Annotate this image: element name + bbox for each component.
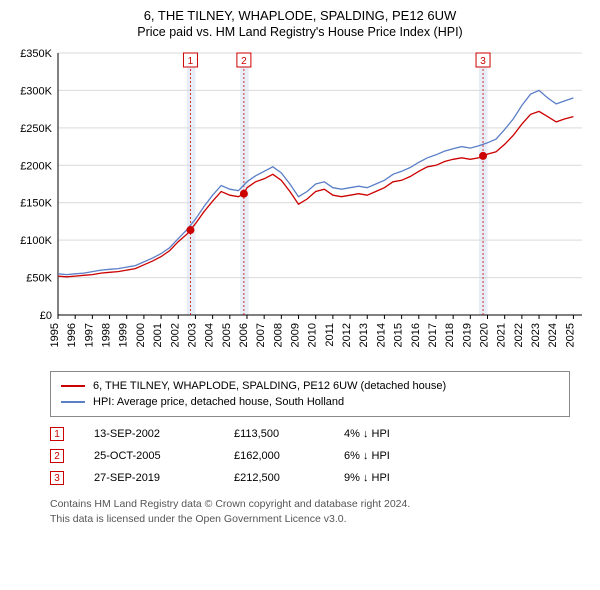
- legend-label-hpi: HPI: Average price, detached house, Sout…: [93, 396, 344, 408]
- footer-line1: Contains HM Land Registry data © Crown c…: [50, 497, 570, 512]
- svg-text:2019: 2019: [461, 323, 473, 347]
- title-block: 6, THE TILNEY, WHAPLODE, SPALDING, PE12 …: [10, 8, 590, 39]
- svg-text:2017: 2017: [427, 323, 439, 347]
- svg-text:£350K: £350K: [20, 48, 52, 60]
- svg-text:£50K: £50K: [26, 273, 52, 285]
- legend-label-property: 6, THE TILNEY, WHAPLODE, SPALDING, PE12 …: [93, 380, 446, 392]
- footer: Contains HM Land Registry data © Crown c…: [50, 497, 570, 526]
- svg-text:2020: 2020: [479, 323, 491, 347]
- svg-text:£300K: £300K: [20, 85, 52, 97]
- svg-text:2023: 2023: [530, 323, 542, 347]
- legend-swatch-hpi: [61, 401, 85, 403]
- svg-text:£100K: £100K: [20, 235, 52, 247]
- marker-price: £162,000: [234, 450, 314, 462]
- marker-date: 27-SEP-2019: [94, 472, 204, 484]
- marker-row: 1 13-SEP-2002 £113,500 4% ↓ HPI: [50, 423, 570, 445]
- svg-text:1995: 1995: [49, 323, 61, 347]
- svg-text:1997: 1997: [83, 323, 95, 347]
- svg-text:2009: 2009: [290, 323, 302, 347]
- svg-text:2000: 2000: [135, 323, 147, 347]
- svg-text:2: 2: [241, 56, 247, 67]
- svg-text:2007: 2007: [255, 323, 267, 347]
- marker-price: £212,500: [234, 472, 314, 484]
- chart-area: £0 £50K £100K £150K £200K £250K £300K £350K 1995…: [10, 45, 590, 365]
- svg-text:2008: 2008: [272, 323, 284, 347]
- svg-text:2010: 2010: [307, 323, 319, 347]
- svg-text:2002: 2002: [169, 323, 181, 347]
- marker-badge-3: 3: [50, 471, 64, 485]
- svg-text:2006: 2006: [238, 323, 250, 347]
- marker-badge-1: 1: [50, 427, 64, 441]
- svg-text:2001: 2001: [152, 323, 164, 347]
- svg-text:£0: £0: [40, 310, 52, 322]
- marker-row: 2 25-OCT-2005 £162,000 6% ↓ HPI: [50, 445, 570, 467]
- chart-container: 6, THE TILNEY, WHAPLODE, SPALDING, PE12 …: [0, 0, 600, 534]
- svg-text:2021: 2021: [496, 323, 508, 347]
- svg-text:1996: 1996: [66, 323, 78, 347]
- svg-text:2025: 2025: [564, 323, 576, 347]
- svg-text:2022: 2022: [513, 323, 525, 347]
- marker-date: 25-OCT-2005: [94, 450, 204, 462]
- marker-price: £113,500: [234, 428, 314, 440]
- svg-text:2018: 2018: [444, 323, 456, 347]
- svg-text:3: 3: [480, 56, 486, 67]
- svg-text:2016: 2016: [410, 323, 422, 347]
- svg-text:2011: 2011: [324, 323, 336, 347]
- footer-line2: This data is licensed under the Open Gov…: [50, 512, 570, 527]
- svg-text:£250K: £250K: [20, 123, 52, 135]
- svg-text:2013: 2013: [358, 323, 370, 347]
- svg-text:£150K: £150K: [20, 198, 52, 210]
- svg-text:2003: 2003: [186, 323, 198, 347]
- legend: 6, THE TILNEY, WHAPLODE, SPALDING, PE12 …: [50, 371, 570, 417]
- markers-table: 1 13-SEP-2002 £113,500 4% ↓ HPI 2 25-OCT…: [50, 423, 570, 489]
- legend-row: 6, THE TILNEY, WHAPLODE, SPALDING, PE12 …: [61, 378, 559, 394]
- marker-date: 13-SEP-2002: [94, 428, 204, 440]
- legend-row: HPI: Average price, detached house, Sout…: [61, 394, 559, 410]
- marker-pct: 6% ↓ HPI: [344, 450, 424, 462]
- svg-text:2014: 2014: [375, 323, 387, 347]
- svg-text:1: 1: [188, 56, 194, 67]
- svg-text:1999: 1999: [118, 323, 130, 347]
- marker-pct: 9% ↓ HPI: [344, 472, 424, 484]
- svg-text:1998: 1998: [101, 323, 113, 347]
- svg-text:2024: 2024: [547, 323, 559, 347]
- marker-pct: 4% ↓ HPI: [344, 428, 424, 440]
- chart-svg: £0 £50K £100K £150K £200K £250K £300K £350K 1995…: [10, 45, 590, 365]
- svg-text:2015: 2015: [393, 323, 405, 347]
- title-sub: Price paid vs. HM Land Registry's House …: [10, 25, 590, 39]
- svg-text:2005: 2005: [221, 323, 233, 347]
- svg-text:2012: 2012: [341, 323, 353, 347]
- title-main: 6, THE TILNEY, WHAPLODE, SPALDING, PE12 …: [10, 8, 590, 23]
- marker-row: 3 27-SEP-2019 £212,500 9% ↓ HPI: [50, 467, 570, 489]
- svg-text:2004: 2004: [204, 323, 216, 347]
- marker-badge-2: 2: [50, 449, 64, 463]
- svg-text:£200K: £200K: [20, 160, 52, 172]
- legend-swatch-property: [61, 385, 85, 387]
